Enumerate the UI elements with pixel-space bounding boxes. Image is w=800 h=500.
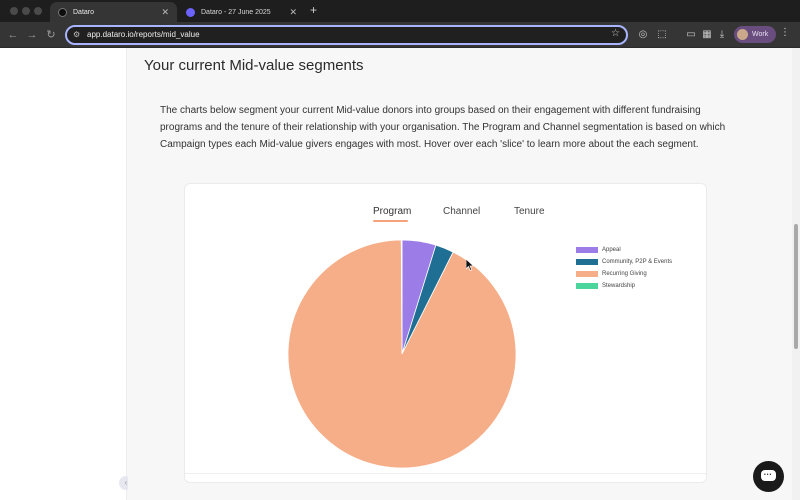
tab-close-icon[interactable]: ✕ xyxy=(161,6,169,17)
legend-swatch xyxy=(576,259,598,265)
chart-legend: Appeal Community, P2P & Events Recurring G… xyxy=(576,244,672,292)
browser-menu-icon[interactable]: ⋮ xyxy=(780,27,790,38)
left-sidebar xyxy=(0,48,127,500)
mouse-cursor-icon xyxy=(466,259,474,271)
legend-label: Stewardship xyxy=(602,283,636,289)
reload-icon[interactable]: ↻ xyxy=(46,29,56,41)
legend-label: Recurring Giving xyxy=(602,271,647,277)
tab-tenure[interactable]: Tenure xyxy=(514,206,545,217)
browser-tab-dataro[interactable]: Dataro ✕ xyxy=(50,2,177,22)
legend-swatch xyxy=(576,271,598,277)
tab-channel[interactable]: Channel xyxy=(443,206,481,217)
segment-chart-card: Program Channel Tenure Appeal Community, … xyxy=(184,183,707,483)
window-zoom-button[interactable] xyxy=(34,7,42,15)
report-main: Your current Mid-value segments The char… xyxy=(128,48,792,500)
legend-item[interactable]: Recurring Giving xyxy=(576,268,672,280)
active-tab-underline xyxy=(373,220,408,222)
legend-swatch xyxy=(576,283,598,289)
browser-toolbar: ← → ↻ ⚙ app.dataro.io/reports/mid_value … xyxy=(0,22,800,48)
page-viewport: ‹ Your current Mid-value segments The ch… xyxy=(0,48,800,500)
puzzle-extensions-icon[interactable]: ⬚ xyxy=(657,29,667,40)
browser-tab-strip: Dataro ✕ Dataro - 27 June 2025 ✕ + xyxy=(0,0,800,22)
report-favicon-icon xyxy=(186,7,195,17)
profile-label: Work xyxy=(752,31,769,38)
chat-dots-icon: ••• xyxy=(764,472,773,478)
avatar xyxy=(737,29,748,40)
legend-item[interactable]: Appeal xyxy=(576,244,672,256)
new-tab-button[interactable]: + xyxy=(310,3,318,17)
site-info-icon[interactable]: ⚙ xyxy=(73,30,81,39)
back-arrow-icon[interactable]: ← xyxy=(7,29,19,41)
download-icon[interactable]: ⤓ xyxy=(719,29,725,40)
legend-item[interactable]: Community, P2P & Events xyxy=(576,256,672,268)
tab-close-icon[interactable]: ✕ xyxy=(289,6,297,17)
dataro-favicon-icon xyxy=(58,7,67,17)
program-pie-chart xyxy=(287,239,517,469)
extension-icon[interactable]: ◎ xyxy=(638,29,648,40)
address-url[interactable]: app.dataro.io/reports/mid_value xyxy=(87,30,200,39)
legend-label: Community, P2P & Events xyxy=(602,259,673,265)
legend-item[interactable]: Stewardship xyxy=(576,280,672,292)
legend-label: Appeal xyxy=(602,247,621,253)
chat-widget-button[interactable]: ••• xyxy=(753,461,784,492)
window-close-button[interactable] xyxy=(10,7,18,15)
reading-mode-icon[interactable]: ▦ xyxy=(702,29,712,40)
tab-title: Dataro - 27 June 2025 xyxy=(201,8,271,16)
legend-swatch xyxy=(576,247,598,253)
card-divider xyxy=(185,473,706,474)
tab-program[interactable]: Program xyxy=(373,206,412,217)
profile-button[interactable]: Work xyxy=(734,26,776,43)
forward-arrow-icon[interactable]: → xyxy=(26,29,38,41)
window-minimize-button[interactable] xyxy=(22,7,30,15)
browser-tab-report[interactable]: Dataro - 27 June 2025 ✕ xyxy=(178,2,305,22)
chat-bubble-icon xyxy=(761,470,776,481)
section-description: The charts below segment your current Mi… xyxy=(160,105,726,150)
section-title: Your current Mid-value segments xyxy=(144,57,364,74)
cast-icon[interactable]: ▭ xyxy=(686,29,696,40)
bookmark-star-icon[interactable]: ☆ xyxy=(611,28,620,39)
address-bar[interactable]: ⚙ app.dataro.io/reports/mid_value ☆ xyxy=(65,25,628,45)
scrollbar-thumb[interactable] xyxy=(794,224,798,349)
pie-slice-stewardship[interactable] xyxy=(400,239,403,355)
tab-title: Dataro xyxy=(73,8,95,16)
